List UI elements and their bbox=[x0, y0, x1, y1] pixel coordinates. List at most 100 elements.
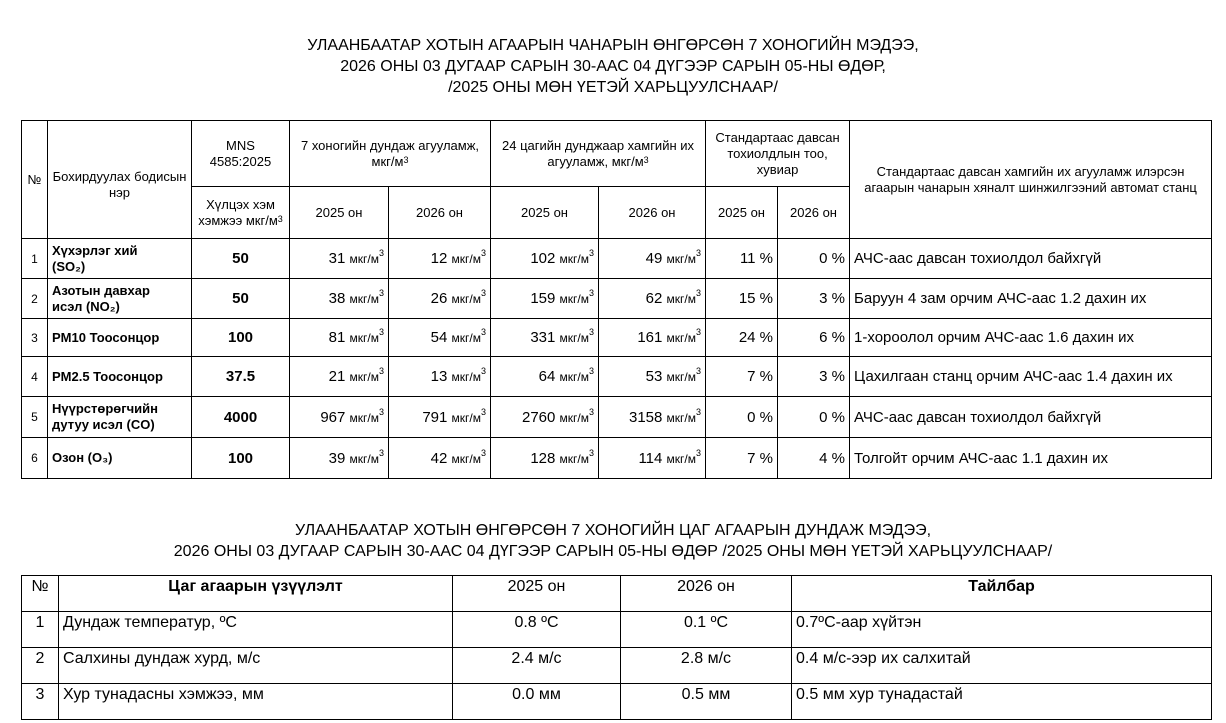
header-exceed: Стандартаас давсан тохиолдлын тоо, хувиа… bbox=[705, 120, 851, 187]
header-2026: 2026 он bbox=[620, 575, 792, 612]
cell-w2025: 967 мкг/м3 bbox=[289, 396, 389, 438]
cell-no: 4 bbox=[21, 356, 48, 397]
cell-station: Цахилгаан станц орчим АЧС-аас 1.4 дахин … bbox=[849, 356, 1213, 397]
cell-no: 1 bbox=[21, 238, 48, 279]
cell-note: 0.5 мм хур тунадастай bbox=[791, 683, 1212, 720]
cell-2026: 0.1 ºC bbox=[620, 611, 792, 648]
header-max-2025: 2025 он bbox=[490, 186, 600, 239]
header-week-2026: 2026 он bbox=[387, 186, 492, 239]
table-row: 6 Озон (O₃) 100 39 мкг/м3 42 мкг/м3 128 мкг/м… bbox=[21, 437, 1213, 479]
title-line: 2026 ОНЫ 03 ДУГААР САРЫН 30-ААС 04 ДҮГЭЭ… bbox=[340, 58, 886, 75]
cell-no: 5 bbox=[21, 396, 48, 438]
title-line: 2026 ОНЫ 03 ДУГААР САРЫН 30-ААС 04 ДҮГЭЭ… bbox=[173, 543, 1053, 560]
weather-table: № Цаг агаарын үзүүлэлт 2025 он 2026 он Т… bbox=[21, 575, 1212, 720]
cell-w2025: 31 мкг/м3 bbox=[289, 238, 389, 279]
cell-station: 1-хороолол орчим АЧС-аас 1.6 дахин их bbox=[849, 318, 1213, 357]
header-pollutant: Бохирдуулах бодисын нэр bbox=[47, 120, 192, 239]
cell-no: 3 bbox=[21, 318, 48, 357]
cell-exceed-2026: 0 % bbox=[777, 238, 851, 279]
cell-w2025: 81 мкг/м3 bbox=[289, 318, 389, 357]
cell-w2025: 21 мкг/м3 bbox=[289, 356, 389, 397]
table-row: 3 PM10 Тоосонцор 100 81 мкг/м3 54 мкг/м3 331 … bbox=[21, 318, 1213, 357]
cell-2026: 2.8 м/с bbox=[620, 647, 792, 684]
cell-m2026: 114 мкг/м3 bbox=[598, 437, 707, 479]
cell-no: 1 bbox=[21, 611, 59, 648]
cell-m2026: 3158 мкг/м3 bbox=[598, 396, 707, 438]
cell-indicator: Хур тунадасны хэмжээ, мм bbox=[58, 683, 453, 720]
title-line: /2025 ОНЫ МӨН ҮЕТЭЙ ХАРЬЦУУЛСНААР/ bbox=[448, 79, 778, 96]
cell-note: 0.7ºC-аар хүйтэн bbox=[791, 611, 1212, 648]
cell-m2025: 64 мкг/м3 bbox=[490, 356, 600, 397]
table-row: 3 Хур тунадасны хэмжээ, мм 0.0 мм 0.5 мм 0.5… bbox=[21, 683, 1212, 720]
cell-exceed-2026: 3 % bbox=[777, 278, 851, 319]
cell-note: 0.4 м/с-ээр их салхитай bbox=[791, 647, 1212, 684]
cell-pollutant: PM10 Тоосонцор bbox=[47, 318, 192, 357]
header-2025: 2025 он bbox=[452, 575, 621, 612]
cell-w2025: 38 мкг/м3 bbox=[289, 278, 389, 319]
title-line: УЛААНБААТАР ХОТЫН АГААРЫН ЧАНАРЫН ӨНГӨРС… bbox=[307, 37, 919, 54]
cell-no: 6 bbox=[21, 437, 48, 479]
cell-station: Толгойт орчим АЧС-аас 1.1 дахин их bbox=[849, 437, 1213, 479]
cell-exceed-2025: 24 % bbox=[705, 318, 779, 357]
cell-2025: 0.8 ºC bbox=[452, 611, 621, 648]
cell-w2026: 12 мкг/м3 bbox=[387, 238, 492, 279]
header-week-2025: 2025 он bbox=[289, 186, 389, 239]
cell-2025: 2.4 м/с bbox=[452, 647, 621, 684]
header-exceed-2025: 2025 он bbox=[705, 186, 779, 239]
header-exceed-2026: 2026 он bbox=[777, 186, 851, 239]
cell-no: 2 bbox=[21, 278, 48, 319]
weather-title: УЛААНБААТАР ХОТЫН ӨНГӨРСӨН 7 ХОНОГИЙН ЦА… bbox=[0, 520, 1226, 562]
table-row: 4 PM2.5 Тоосонцор 37.5 21 мкг/м3 13 мкг/м3 64… bbox=[21, 356, 1213, 397]
cell-m2026: 49 мкг/м3 bbox=[598, 238, 707, 279]
header-week-avg: 7 хоногийн дундаж агууламж, мкг/м3 bbox=[288, 120, 492, 187]
cell-pollutant: Азотын давхар исэл (NO₂) bbox=[47, 278, 192, 319]
cell-pollutant: Нүүрстөрөгчийн дутуу исэл (CO) bbox=[47, 396, 192, 438]
cell-station: АЧС-аас давсан тохиолдол байхгүй bbox=[849, 396, 1213, 438]
cell-no: 3 bbox=[21, 683, 59, 720]
cell-w2026: 791 мкг/м3 bbox=[387, 396, 492, 438]
cell-m2025: 331 мкг/м3 bbox=[490, 318, 600, 357]
cell-indicator: Дундаж температур, ºC bbox=[58, 611, 453, 648]
cell-w2026: 26 мкг/м3 bbox=[387, 278, 492, 319]
cell-limit: 100 bbox=[191, 318, 290, 357]
cell-exceed-2025: 7 % bbox=[705, 356, 779, 397]
cell-w2026: 54 мкг/м3 bbox=[387, 318, 492, 357]
header-no: № bbox=[21, 120, 48, 239]
cell-m2026: 161 мкг/м3 bbox=[598, 318, 707, 357]
cell-w2026: 42 мкг/м3 bbox=[387, 437, 492, 479]
header-no: № bbox=[21, 575, 59, 612]
cell-w2025: 39 мкг/м3 bbox=[289, 437, 389, 479]
cell-pollutant: PM2.5 Тоосонцор bbox=[47, 356, 192, 397]
header-indicator: Цаг агаарын үзүүлэлт bbox=[58, 575, 453, 612]
cell-indicator: Салхины дундаж хурд, м/с bbox=[58, 647, 453, 684]
cell-exceed-2025: 11 % bbox=[705, 238, 779, 279]
cell-pollutant: Хүхэрлэг хий (SO₂) bbox=[47, 238, 192, 279]
cell-w2026: 13 мкг/м3 bbox=[387, 356, 492, 397]
cell-station: Баруун 4 зам орчим АЧС-аас 1.2 дахин их bbox=[849, 278, 1213, 319]
table-row: 1 Хүхэрлэг хий (SO₂) 50 31 мкг/м3 12 мкг/м3 10… bbox=[21, 238, 1213, 279]
cell-exceed-2025: 7 % bbox=[705, 437, 779, 479]
cell-limit: 100 bbox=[191, 437, 290, 479]
cell-m2025: 2760 мкг/м3 bbox=[490, 396, 600, 438]
cell-limit: 50 bbox=[191, 238, 290, 279]
header-station: Стандартаас давсан хамгийн их агууламж и… bbox=[849, 120, 1213, 239]
cell-pollutant: Озон (O₃) bbox=[47, 437, 192, 479]
cell-limit: 4000 bbox=[191, 396, 290, 438]
cell-station: АЧС-аас давсан тохиолдол байхгүй bbox=[849, 238, 1213, 279]
table-row: 1 Дундаж температур, ºC 0.8 ºC 0.1 ºC 0.7ºC-… bbox=[21, 611, 1212, 648]
cell-exceed-2025: 15 % bbox=[705, 278, 779, 319]
title-line: УЛААНБААТАР ХОТЫН ӨНГӨРСӨН 7 ХОНОГИЙН ЦА… bbox=[294, 522, 932, 539]
table-row: 2 Салхины дундаж хурд, м/с 2.4 м/с 2.8 м/с 0… bbox=[21, 647, 1212, 684]
cell-m2026: 62 мкг/м3 bbox=[598, 278, 707, 319]
cell-exceed-2025: 0 % bbox=[705, 396, 779, 438]
cell-exceed-2026: 6 % bbox=[777, 318, 851, 357]
cell-m2025: 128 мкг/м3 bbox=[490, 437, 600, 479]
header-limit: Хүлцэх хэм хэмжээ мкг/м3 bbox=[191, 186, 290, 239]
air-quality-table: № Бохирдуулах бодисын нэр MNS 4585:2025 … bbox=[21, 120, 1213, 479]
header-note: Тайлбар bbox=[791, 575, 1212, 612]
cell-2025: 0.0 мм bbox=[452, 683, 621, 720]
table-row: 2 Азотын давхар исэл (NO₂) 50 38 мкг/м3 26 мк… bbox=[21, 278, 1213, 319]
header-max-2026: 2026 он bbox=[598, 186, 707, 239]
header-max24: 24 цагийн дунджаар хамгийн их агууламж, … bbox=[490, 120, 707, 187]
cell-limit: 37.5 bbox=[191, 356, 290, 397]
